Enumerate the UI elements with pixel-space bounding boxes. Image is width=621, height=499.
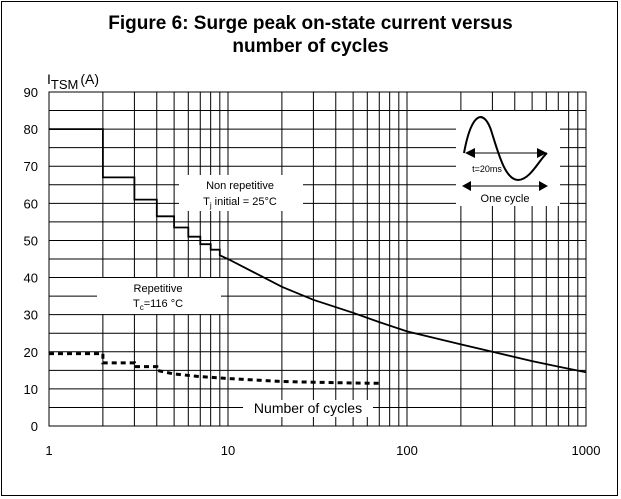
inset-20ms-arrowhead-left bbox=[465, 148, 475, 158]
figure-title-line-1: Figure 6: Surge peak on-state current ve… bbox=[108, 13, 513, 34]
y-tick-label: 10 bbox=[24, 382, 38, 397]
x-axis-ticks: 1 10 100 1000 bbox=[45, 443, 600, 458]
inset-cycle-arrowhead-left bbox=[462, 181, 471, 191]
non-repetitive-label-line-2: Tj initial = 25°C bbox=[203, 196, 277, 210]
y-tick-label: 0 bbox=[31, 419, 38, 434]
repetitive-tc-sub: c bbox=[140, 303, 144, 312]
y-tick-label: 40 bbox=[24, 271, 38, 286]
y-tick-label: 80 bbox=[24, 122, 38, 137]
repetitive-tc-suffix: =116 °C bbox=[144, 298, 183, 310]
inset-time-label: t=20ms bbox=[472, 164, 502, 174]
non-repetitive-label-bg bbox=[179, 175, 303, 211]
y-axis-ticks: 0 10 20 30 40 50 60 70 80 90 bbox=[24, 85, 38, 434]
x-axis-label: Number of cycles bbox=[254, 400, 362, 416]
inset-cycle-arrowhead-right bbox=[539, 181, 548, 191]
series-group bbox=[49, 128, 587, 385]
figure-title: Figure 6: Surge peak on-state current ve… bbox=[2, 12, 619, 58]
non-repetitive-tj: T bbox=[203, 196, 210, 208]
inset-cycle-label-bg bbox=[477, 191, 535, 204]
plot-area-border bbox=[48, 91, 587, 427]
y-axis-label-unit: (A) bbox=[80, 71, 99, 87]
x-tick-label: 1000 bbox=[572, 443, 601, 458]
inset-one-cycle: t=20ms One cycle bbox=[456, 111, 560, 206]
non-repetitive-series-line bbox=[49, 128, 587, 374]
y-tick-label: 30 bbox=[24, 308, 38, 323]
non-repetitive-tj-sub: j bbox=[209, 201, 212, 210]
inset-cycle-label: One cycle bbox=[481, 193, 530, 205]
y-tick-label: 60 bbox=[24, 196, 38, 211]
repetitive-tc: T bbox=[133, 298, 140, 310]
x-tick-label: 10 bbox=[221, 443, 235, 458]
non-repetitive-label-line-1: Non repetitive bbox=[206, 180, 274, 192]
x-axis-label-bg bbox=[243, 400, 373, 417]
x-tick-label: 1 bbox=[45, 443, 52, 458]
y-axis-label-sub: TSM bbox=[51, 77, 78, 92]
y-tick-label: 20 bbox=[24, 345, 38, 360]
y-tick-label: 90 bbox=[24, 85, 38, 100]
non-repetitive-tj-suffix: initial = 25°C bbox=[212, 196, 277, 208]
inset-sine-wave bbox=[463, 116, 548, 182]
repetitive-series-line bbox=[49, 352, 380, 385]
y-axis-label-main: I bbox=[47, 71, 51, 87]
repetitive-label-line-1: Repetitive bbox=[134, 283, 183, 295]
repetitive-label-bg bbox=[97, 278, 221, 314]
y-axis-label: ITSM (A) bbox=[47, 71, 99, 92]
repetitive-label-line-2: Tc=116 °C bbox=[133, 298, 183, 312]
figure-title-line-2: number of cycles bbox=[232, 36, 389, 57]
x-tick-label: 100 bbox=[396, 443, 418, 458]
y-tick-label: 50 bbox=[24, 233, 38, 248]
y-tick-label: 70 bbox=[24, 159, 38, 174]
inset-20ms-arrowhead-right bbox=[537, 148, 547, 158]
